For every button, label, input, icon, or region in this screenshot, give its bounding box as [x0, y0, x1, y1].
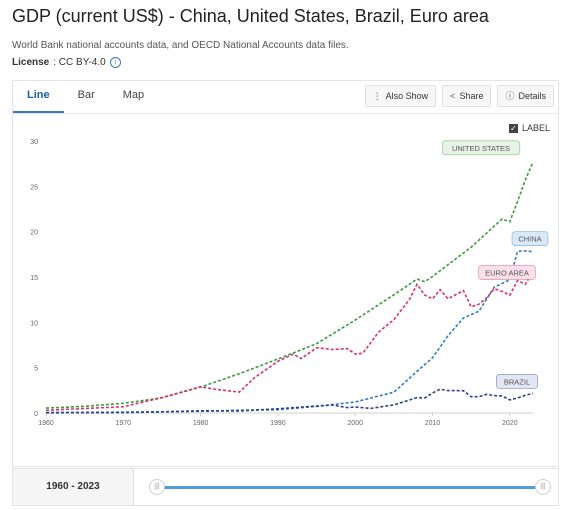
also-show-button[interactable]: ⋮ Also Show	[364, 85, 437, 107]
tab-map[interactable]: Map	[122, 89, 145, 101]
also-show-label: Also Show	[385, 91, 429, 101]
info-icon[interactable]: i	[109, 57, 121, 68]
series-line-united-states	[45, 161, 534, 409]
series-label-united-states: UNITED STATES	[452, 144, 510, 153]
year-range-slider[interactable]	[161, 486, 541, 489]
license-value: : CC BY-4.0	[53, 57, 106, 68]
details-label: Details	[518, 91, 546, 101]
series-label-brazil: BRAZIL	[504, 377, 530, 386]
slider-start-handle[interactable]: |||	[149, 479, 165, 495]
share-label: Share	[459, 91, 484, 101]
line-chart: 0 5 10 15 20 25 30 1960 1970 1980 1990 2000 2010 2020…	[30, 139, 549, 427]
series-label-china: CHINA	[518, 235, 541, 244]
checkbox-checked-icon[interactable]: ✓	[508, 123, 518, 133]
y-tick-label: 10	[30, 320, 38, 327]
share-icon: <	[450, 91, 456, 101]
vertical-dots-icon: ⋮	[372, 91, 382, 101]
label-toggle[interactable]: ✓ LABEL	[508, 123, 550, 133]
share-button[interactable]: < Share	[442, 85, 492, 107]
y-tick-label: 25	[30, 184, 38, 191]
x-tick-label: 1970	[116, 420, 132, 427]
chart-panel: Line Bar Map ⋮ Also Show < Share ⓘ Detai…	[12, 80, 559, 467]
x-tick-label: 2010	[425, 420, 441, 427]
x-tick-label: 1960	[38, 420, 54, 427]
series-label-box-euro-area	[478, 265, 536, 280]
label-toggle-text: LABEL	[521, 123, 550, 133]
year-range-label: 1960 - 2023	[13, 469, 134, 505]
series-label-box-china	[511, 231, 549, 247]
series-label-box-united-states	[441, 140, 521, 156]
range-footer: 1960 - 2023 ||| |||	[12, 468, 559, 506]
series-line-brazil	[45, 388, 534, 414]
x-tick-label: 2000	[347, 420, 363, 427]
page-title: GDP (current US$) - China, United States…	[12, 6, 489, 26]
license-label: License	[12, 57, 50, 68]
series-line-china	[45, 250, 534, 414]
license-line: License : CC BY-4.0 i	[12, 57, 121, 68]
y-tick-label: 0	[34, 411, 38, 418]
x-tick-label: 1990	[270, 420, 286, 427]
y-tick-label: 30	[30, 139, 38, 146]
tab-divider	[13, 113, 558, 114]
y-tick-label: 5	[34, 366, 38, 373]
series-label-euro-area: EURO AREA	[485, 269, 529, 278]
tab-bar[interactable]: Bar	[77, 89, 95, 101]
series-line-euro-area	[45, 271, 534, 412]
info-circle-icon: ⓘ	[505, 91, 515, 101]
slider-end-handle[interactable]: |||	[535, 479, 551, 495]
x-tick-label: 1980	[193, 420, 209, 427]
chart-toolbar: ⋮ Also Show < Share ⓘ Details	[364, 85, 554, 107]
series-label-box-brazil	[496, 374, 538, 389]
y-tick-label: 20	[30, 230, 38, 237]
x-tick-label: 2020	[502, 420, 518, 427]
y-tick-label: 15	[30, 275, 38, 282]
tab-line[interactable]: Line	[13, 81, 64, 113]
source-note: World Bank national accounts data, and O…	[12, 40, 349, 51]
details-button[interactable]: ⓘ Details	[497, 85, 554, 107]
chart-tabs: Line Bar Map	[13, 81, 158, 113]
